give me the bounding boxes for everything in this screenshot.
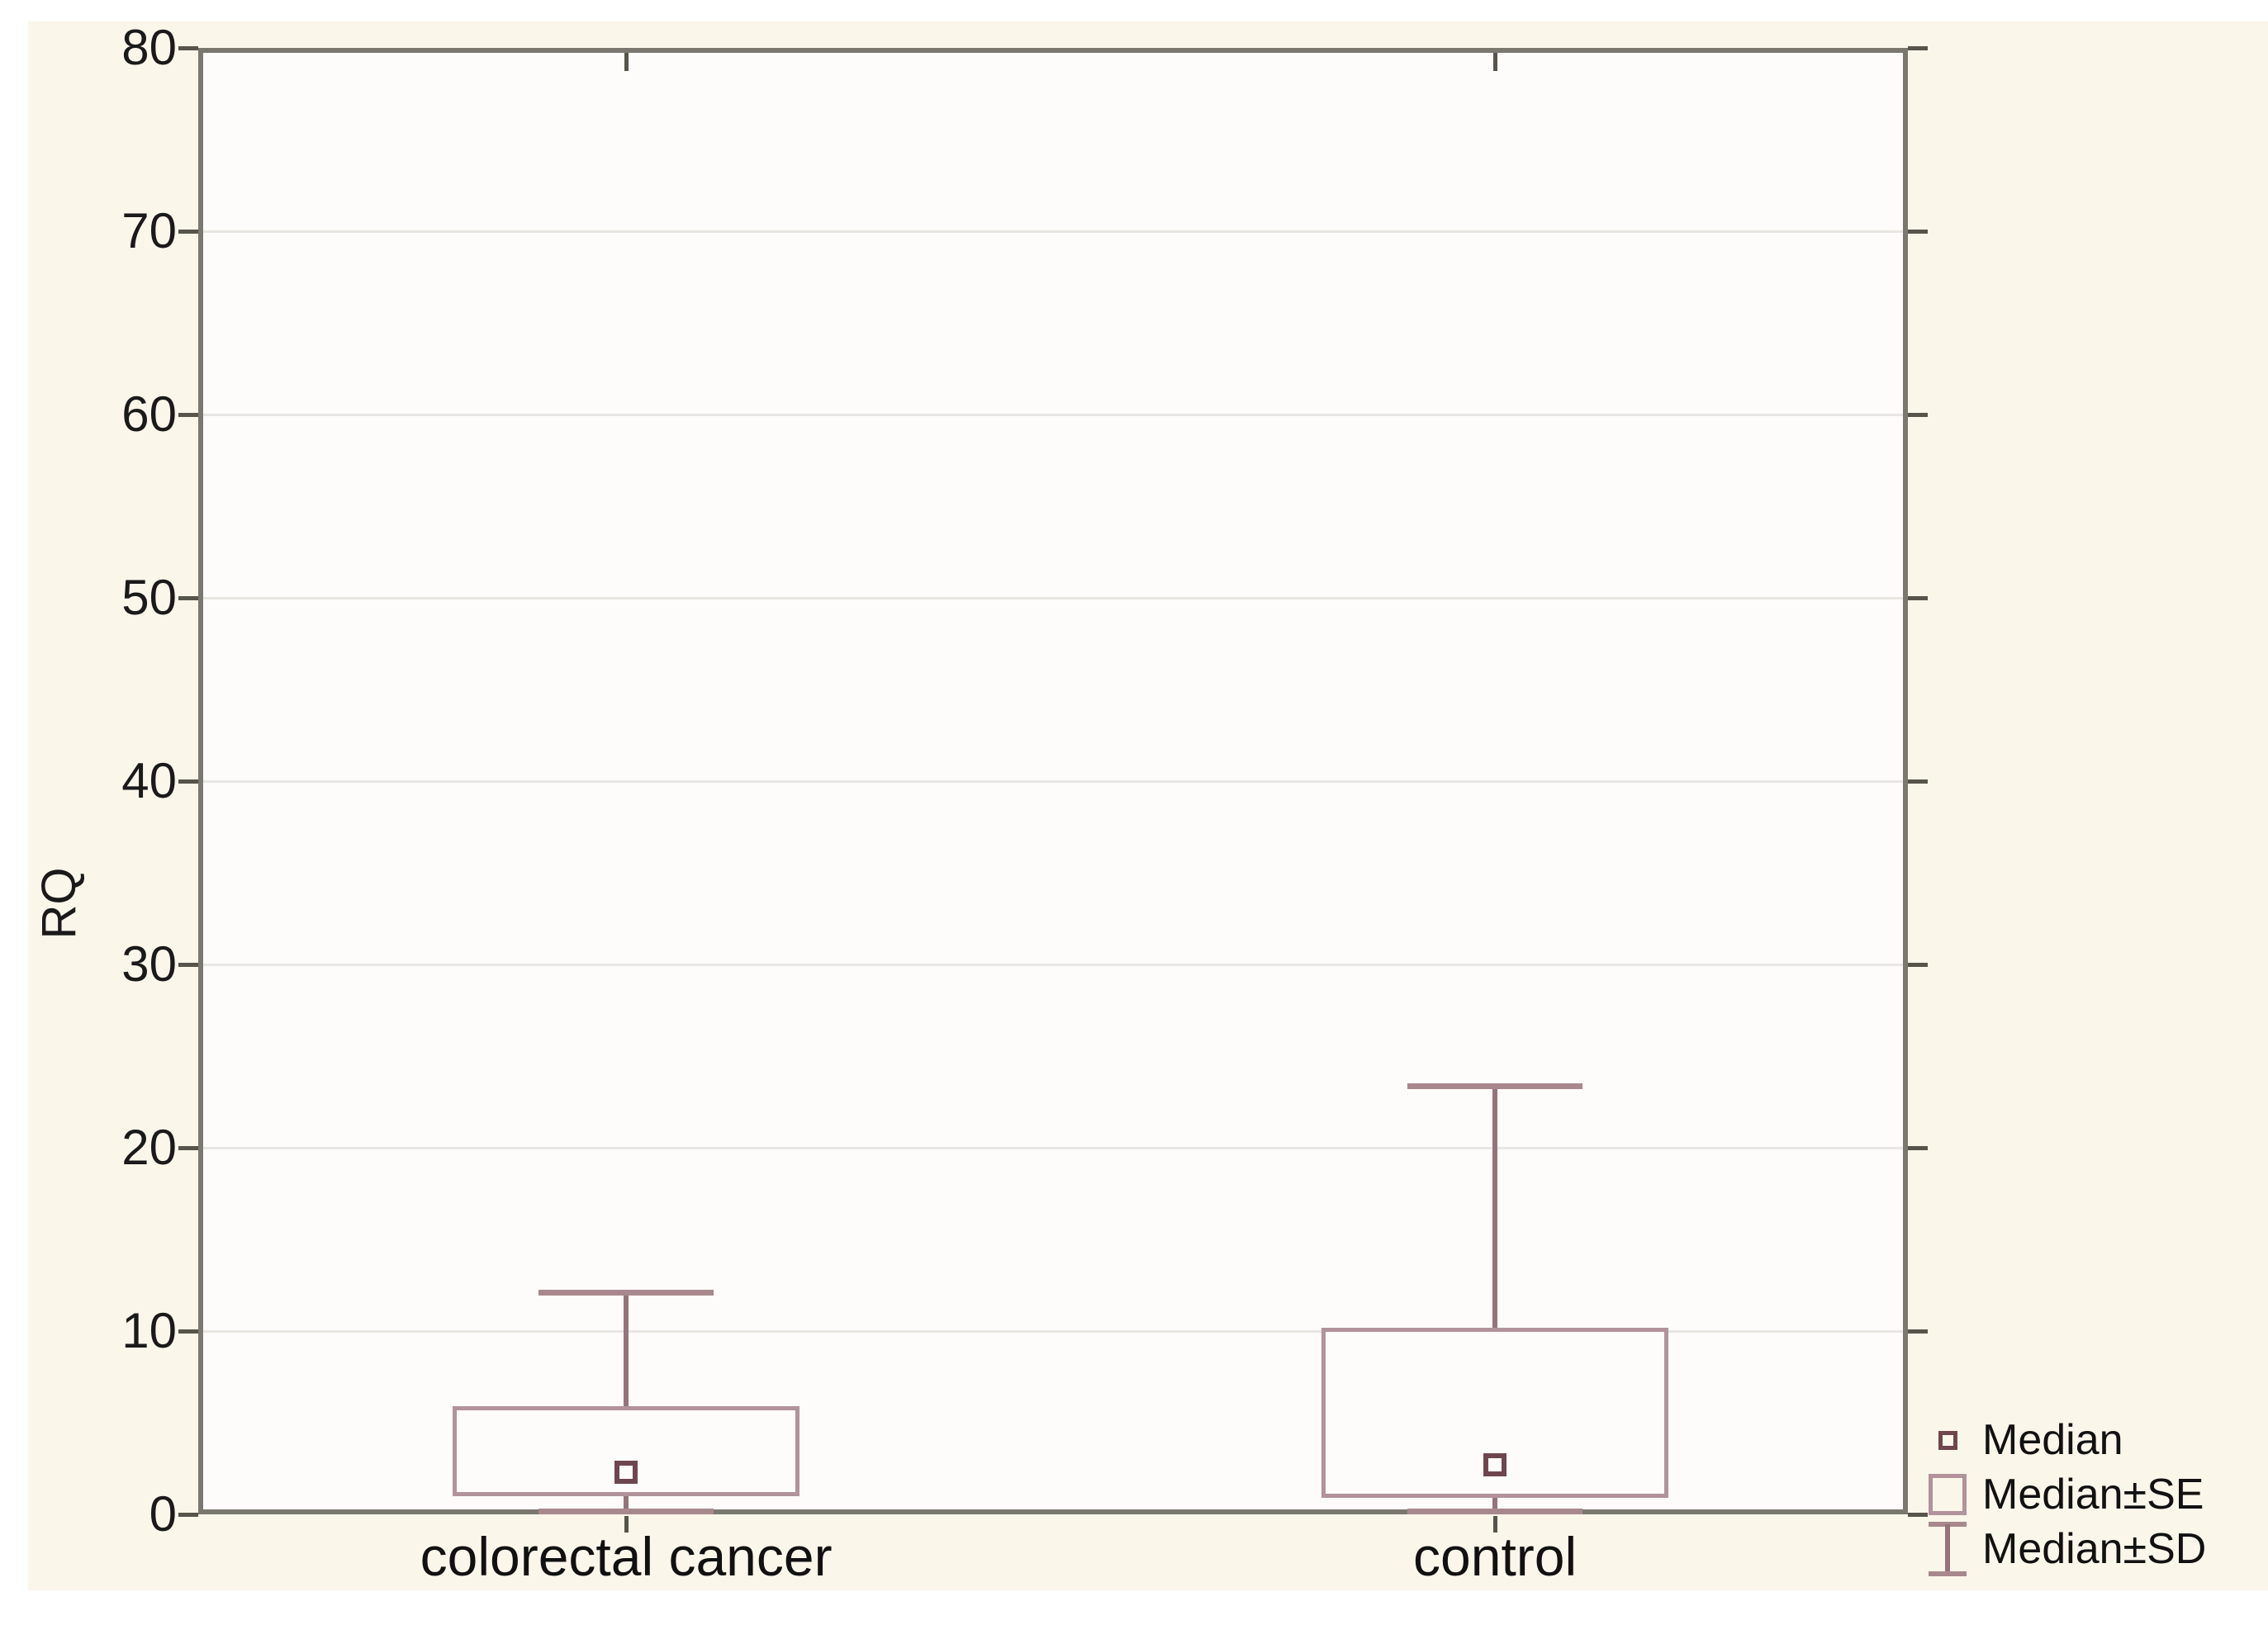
y-axis-tick-label: 40 [121, 753, 177, 808]
y-axis-tick-right [1908, 1512, 1928, 1517]
y-axis-tick [178, 1145, 198, 1150]
legend-item-median: Median [1918, 1414, 2206, 1466]
median-marker-icon [1938, 1430, 1957, 1450]
legend-item-median-se: Median±SE [1918, 1469, 2206, 1520]
legend-label-median: Median [1982, 1416, 2123, 1464]
y-axis-tick-right [1908, 229, 1928, 234]
median-marker [614, 1460, 638, 1484]
sd-whisker-icon [1929, 1522, 1967, 1576]
y-axis-tick-right [1908, 412, 1928, 417]
y-axis-tick-label: 0 [149, 1486, 177, 1542]
x-axis-tick-top [1492, 53, 1497, 71]
gridline [203, 413, 1903, 416]
whisker-cap-bottom [1407, 1509, 1583, 1514]
whisker-cap-top [539, 1290, 714, 1296]
y-axis-tick-label: 50 [121, 570, 177, 625]
y-axis-tick-right [1908, 45, 1928, 50]
category-label-colorectal-cancer: colorectal cancer [420, 1526, 833, 1587]
legend-symbol-cell [1918, 1474, 1977, 1515]
gridline [203, 596, 1903, 599]
x-axis-tick-bottom [624, 1516, 629, 1533]
y-axis-tick-right [1908, 1145, 1928, 1150]
y-axis-tick-right [1908, 595, 1928, 600]
gridline [203, 1146, 1903, 1149]
y-axis-tick [178, 45, 198, 50]
legend: Median Median±SE Median±SD [1918, 1414, 2206, 1578]
y-axis-tick-label: 10 [121, 1303, 177, 1358]
whisker-cap-top [1407, 1083, 1583, 1089]
whisker-upper [624, 1292, 629, 1406]
gridline [203, 230, 1903, 233]
legend-symbol-cell [1918, 1430, 1977, 1450]
y-axis-tick [178, 1512, 198, 1517]
legend-item-median-sd: Median±SD [1918, 1522, 2207, 1576]
category-label-control: control [1413, 1526, 1578, 1587]
y-axis-tick [178, 229, 198, 234]
y-axis-tick-label: 20 [121, 1120, 177, 1175]
sd-whisker-cap-bottom [1929, 1571, 1967, 1576]
x-axis-tick-bottom [1492, 1516, 1497, 1533]
y-axis-tick [178, 412, 198, 417]
median-marker [1483, 1453, 1507, 1477]
x-axis-tick-top [624, 53, 629, 71]
y-axis-tick-label: 30 [121, 936, 177, 992]
y-axis-tick-right [1908, 1329, 1928, 1334]
y-axis-tick-right [1908, 962, 1928, 967]
sd-whisker-bar [1945, 1524, 1950, 1574]
gridline [203, 779, 1903, 783]
gridline [203, 963, 1903, 966]
se-box-icon [1929, 1474, 1967, 1515]
y-axis-tick-label: 80 [121, 20, 177, 75]
y-axis-tick [178, 1329, 198, 1334]
legend-symbol-cell [1918, 1522, 1977, 1576]
gridline [203, 1329, 1903, 1333]
legend-label-median-se: Median±SE [1982, 1471, 2204, 1518]
whisker-upper [1492, 1085, 1498, 1328]
y-axis-tick-label: 60 [121, 386, 177, 442]
y-axis-tick-right [1908, 779, 1928, 784]
legend-label-median-sd: Median±SD [1982, 1525, 2207, 1573]
whisker-lower [624, 1495, 629, 1514]
y-axis-tick [178, 779, 198, 784]
whisker-lower [1492, 1498, 1498, 1514]
whisker-cap-bottom [539, 1509, 714, 1514]
y-axis-tick [178, 962, 198, 967]
y-axis-tick-label: 70 [121, 203, 177, 258]
y-axis-tick [178, 595, 198, 600]
